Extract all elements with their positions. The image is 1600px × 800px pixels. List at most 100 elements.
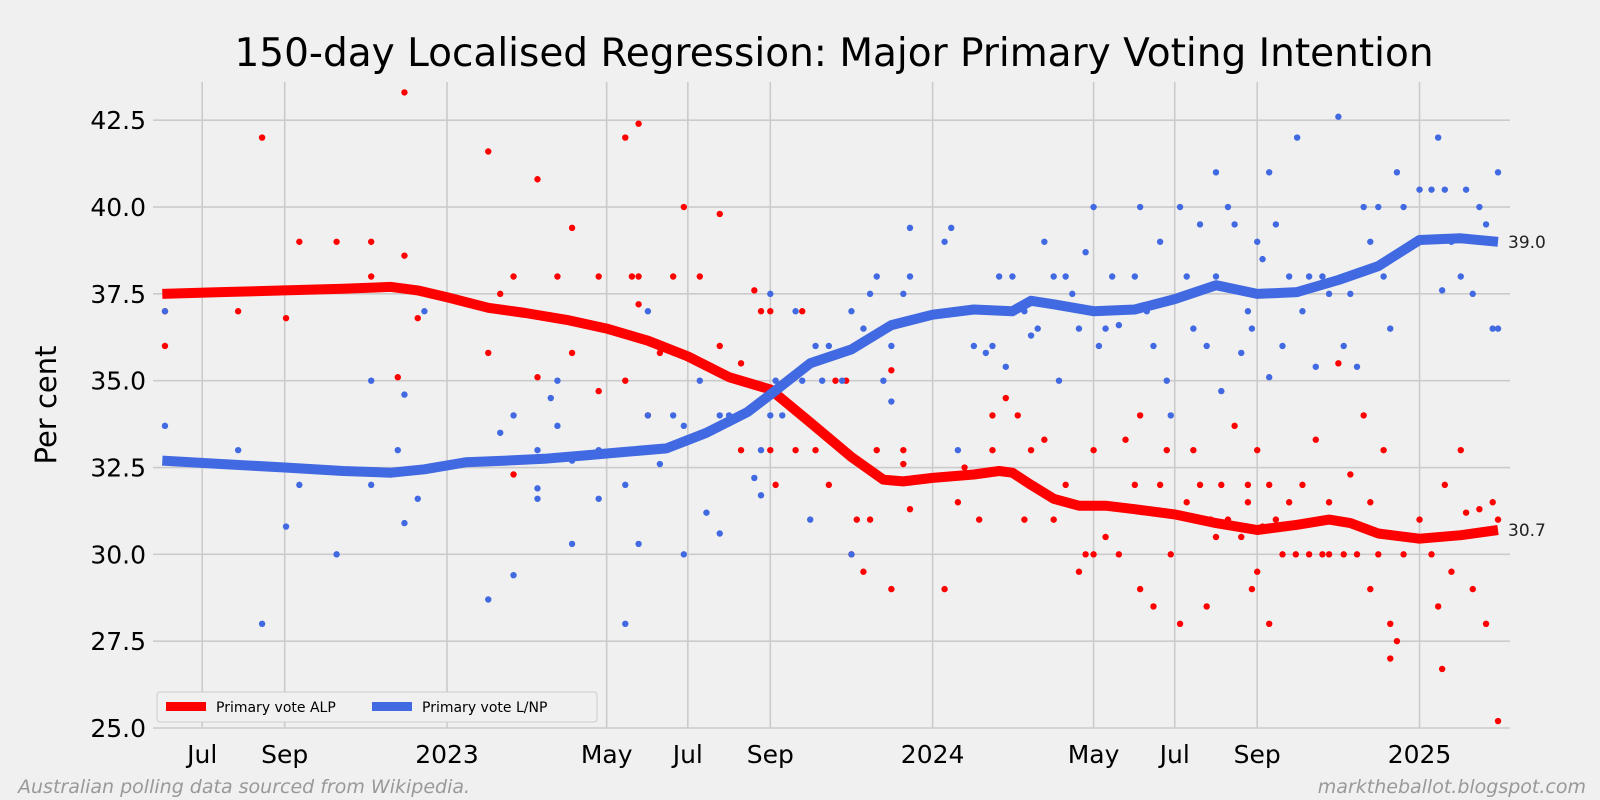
poll-point-lnp [1340,342,1347,350]
legend-label-lnp: Primary vote L/NP [422,700,547,716]
poll-point-lnp [1489,325,1496,332]
poll-point-alp [1387,620,1394,628]
poll-point-alp [622,134,629,141]
poll-point-alp [1244,499,1252,506]
poll-point-lnp [1156,238,1164,245]
poll-point-alp [282,314,290,322]
poll-point-lnp [1393,169,1401,176]
poll-point-alp [767,308,774,315]
poll-point-alp [1393,637,1401,645]
poll-point-alp [1265,620,1273,628]
poll-point-lnp [1062,273,1069,280]
poll-point-lnp [547,394,554,402]
poll-point-lnp [825,342,833,350]
poll-point-lnp [1176,203,1184,211]
poll-point-lnp [696,377,703,384]
poll-point-lnp [414,495,421,502]
poll-point-alp [1375,551,1382,558]
poll-point-lnp [1055,377,1063,384]
poll-point-alp [1218,481,1225,489]
poll-point-lnp [1438,287,1446,294]
poll-point-alp [757,308,765,315]
poll-point-lnp [989,342,996,350]
poll-point-lnp [995,273,1003,280]
poll-point-lnp [1494,169,1502,176]
poll-point-lnp [1109,273,1116,280]
poll-point-lnp [799,377,806,384]
poll-point-alp [1136,412,1144,419]
poll-point-alp [1428,551,1435,558]
trend-line-alp [162,281,1499,544]
poll-point-alp [1285,499,1293,506]
chart-title: 150-day Localised Regression: Major Prim… [234,31,1433,76]
poll-point-lnp [1115,321,1123,329]
legend-swatch-lnp [372,702,412,711]
poll-point-alp [1279,551,1286,558]
poll-point-alp [1489,499,1496,506]
poll-point-lnp [716,412,723,419]
poll-point-alp [367,238,375,245]
poll-point-lnp [888,398,895,405]
x-tick-label: 2024 [901,740,965,769]
poll-point-lnp [779,412,786,419]
y-tick-label: 37.5 [90,280,146,309]
y-tick-labels: 25.0 27.5 30.0 32.5 35.0 37.5 40.0 42.5 [90,106,146,743]
poll-point-lnp [1050,273,1057,280]
poll-point-lnp [1196,221,1204,228]
poll-point-alp [866,516,874,523]
poll-point-alp [1438,665,1446,673]
poll-point-lnp [1167,412,1174,419]
poll-point-alp [1299,481,1306,489]
poll-point-lnp [948,224,955,232]
poll-point-lnp [635,540,642,548]
poll-point-lnp [1238,349,1245,357]
poll-point-alp [900,446,907,454]
poll-point-lnp [1075,325,1083,332]
poll-point-lnp [1387,325,1394,332]
poll-point-lnp [873,273,880,280]
poll-point-alp [1021,516,1028,523]
x-tick-labels: Jul Sep 2023 May Jul Sep 2024 May Jul Sep 2025 [185,740,1451,769]
poll-point-lnp [1428,186,1435,193]
x-tick-label: 2023 [415,740,479,769]
poll-point-lnp [367,377,375,384]
poll-point-lnp [1082,248,1089,256]
poll-point-lnp [1009,273,1016,280]
poll-point-alp [1416,516,1423,523]
poll-point-alp [1434,603,1442,610]
poll-point-lnp [1224,203,1232,211]
poll-point-alp [1248,585,1256,593]
poll-point-lnp [1069,290,1076,298]
poll-point-alp [534,176,541,183]
poll-point-alp [1136,585,1144,593]
poll-point-lnp [880,377,887,384]
poll-point-lnp [510,412,517,419]
poll-point-lnp [1400,203,1407,211]
poll-point-alp [941,585,948,593]
poll-point-alp [680,203,688,211]
x-tick-label: May [581,740,633,769]
poll-point-lnp [554,377,561,384]
poll-point-alp [401,252,408,259]
poll-point-lnp [812,342,819,350]
poll-point-alp [989,412,996,419]
poll-point-lnp [1469,290,1476,298]
poll-point-lnp [1002,363,1009,370]
poll-point-alp [568,224,576,232]
x-tick-label: Sep [261,740,308,769]
poll-point-alp [1238,533,1245,541]
poll-point-alp [628,273,636,280]
poll-point-lnp [1416,186,1423,193]
poll-point-lnp [1293,134,1301,141]
poll-point-alp [860,568,867,575]
poll-point-lnp [656,460,664,468]
poll-point-alp [1212,533,1220,541]
poll-point-lnp [767,412,774,419]
poll-point-lnp [1136,203,1144,211]
poll-point-alp [1203,603,1210,610]
poll-point-lnp [1360,203,1367,211]
poll-point-lnp [954,446,962,454]
poll-point-lnp [906,273,914,280]
poll-point-alp [900,460,907,468]
